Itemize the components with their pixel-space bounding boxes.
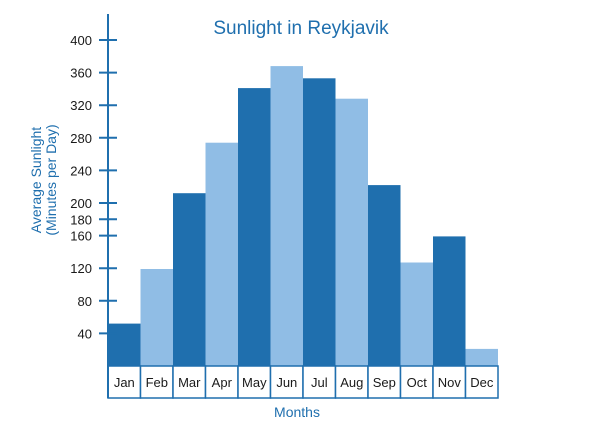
bar-jan (108, 323, 141, 366)
x-tick-label-dec: Dec (470, 375, 494, 390)
bar-sep (368, 185, 401, 366)
category-cell (367, 365, 402, 399)
category-cell (237, 365, 272, 399)
chart-title: Sunlight in Reykjavik (213, 18, 389, 39)
y-tick-label: 200 (70, 196, 92, 211)
x-tick-label-jun: Jun (276, 375, 297, 390)
y-tick-label: 180 (70, 212, 92, 227)
y-tick-label: 40 (78, 326, 92, 341)
bar-dec (465, 348, 498, 366)
bar-may (238, 88, 271, 366)
y-axis-label-line1: Average Sunlight (28, 127, 44, 233)
bar-mar (173, 193, 206, 366)
bar-aug (335, 98, 368, 366)
bar-oct (400, 262, 433, 366)
bar-jun (270, 66, 303, 366)
bar-nov (433, 236, 466, 366)
y-tick-label: 360 (70, 66, 92, 81)
bar-apr (205, 142, 238, 366)
category-cell (139, 365, 174, 399)
bar-jul (303, 78, 336, 367)
y-tick-label: 120 (70, 261, 92, 276)
y-tick-label: 400 (70, 33, 92, 48)
bars-group (108, 66, 498, 367)
category-labels-group: Jan Feb Mar Apr May Jun Jul Aug Sep Oct Nov Dec (107, 365, 499, 399)
x-tick-label-jan: Jan (114, 375, 135, 390)
x-tick-label-sep: Sep (373, 375, 396, 390)
x-tick-label-oct: Oct (407, 375, 428, 390)
category-cell (269, 365, 304, 399)
x-tick-label-mar: Mar (178, 375, 201, 390)
y-axis-label-line2: (Minutes per Day) (43, 124, 59, 235)
category-cell (107, 365, 142, 399)
category-cell (302, 365, 337, 399)
bar-feb (140, 269, 173, 366)
y-tick-label: 320 (70, 98, 92, 113)
category-cell (464, 365, 499, 399)
y-tick-label: 80 (78, 294, 92, 309)
x-tick-label-may: May (242, 375, 267, 390)
y-tick-label: 280 (70, 131, 92, 146)
x-tick-label-apr: Apr (212, 375, 233, 390)
y-tick-label: 240 (70, 163, 92, 178)
category-cell (432, 365, 467, 399)
y-axis-label: Average Sunlight (Minutes per Day) (28, 124, 59, 235)
y-tick-label: 160 (70, 229, 92, 244)
x-axis-label: Months (274, 404, 320, 420)
x-tick-label-nov: Nov (438, 375, 462, 390)
x-tick-label-jul: Jul (311, 375, 328, 390)
x-tick-label-feb: Feb (146, 375, 168, 390)
category-cell (204, 365, 239, 399)
x-tick-label-aug: Aug (340, 375, 363, 390)
